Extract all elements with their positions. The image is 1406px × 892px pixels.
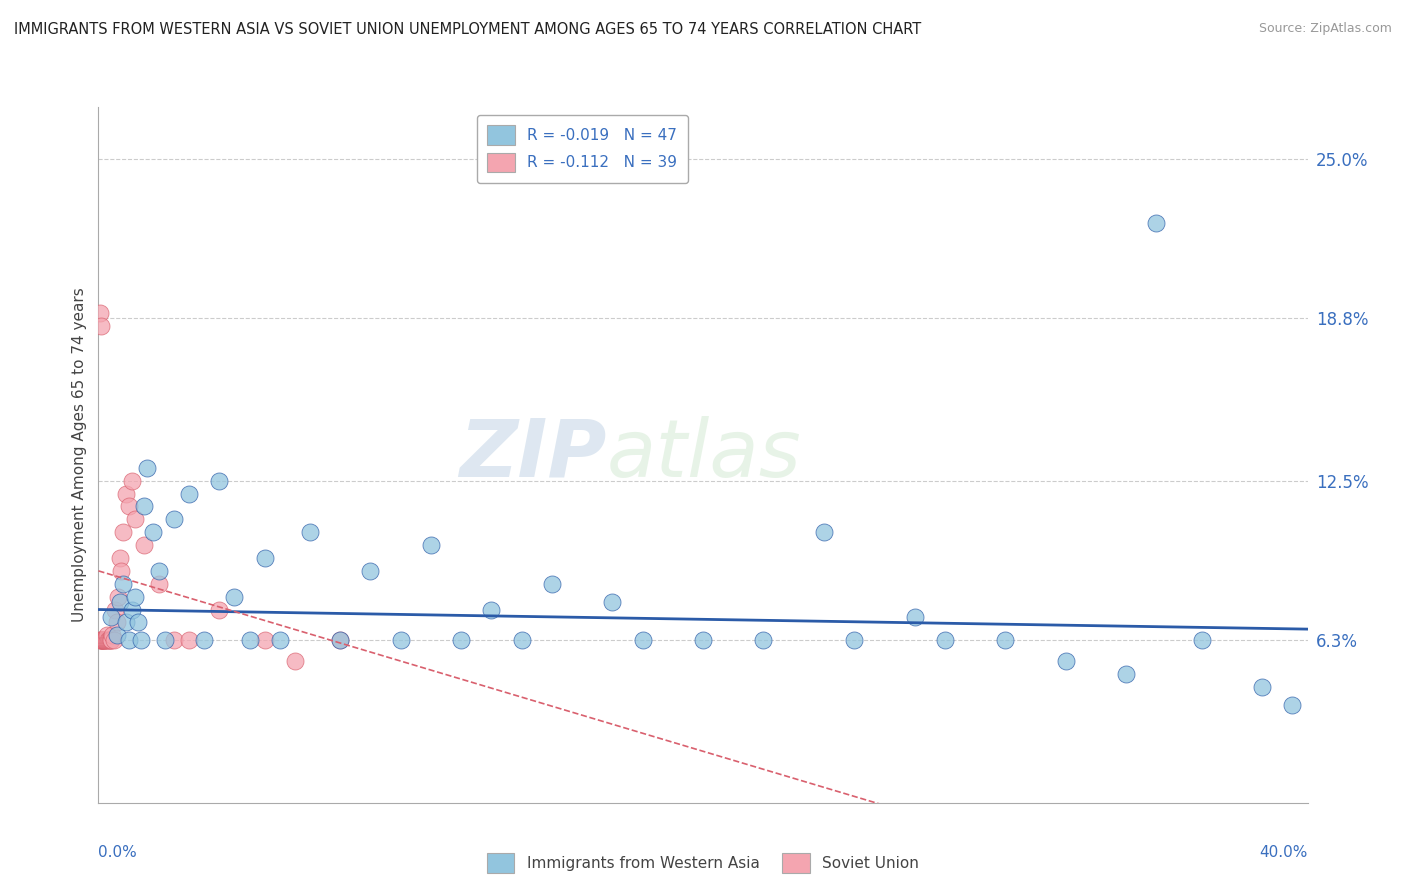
Text: 0.0%: 0.0% (98, 845, 138, 860)
Point (90, 319, 112, 334)
Point (121, 474, 143, 488)
Point (91, 633, 114, 648)
Point (93, 633, 115, 648)
Point (135, 460, 157, 475)
Point (450, 633, 472, 648)
Point (91, 633, 114, 648)
Point (934, 633, 956, 648)
Point (631, 633, 654, 648)
Point (481, 602, 503, 616)
Point (103, 633, 125, 648)
Point (1054, 654, 1077, 668)
Point (100, 610, 122, 624)
Point (107, 590, 129, 604)
Text: Source: ZipAtlas.com: Source: ZipAtlas.com (1258, 22, 1392, 36)
Point (111, 576, 134, 591)
Point (148, 564, 170, 578)
Point (108, 551, 131, 566)
Point (1144, 216, 1167, 230)
Point (90, 633, 112, 648)
Point (110, 564, 132, 578)
Point (148, 576, 170, 591)
Point (163, 512, 186, 526)
Point (114, 486, 136, 500)
Point (98, 633, 121, 648)
Point (1251, 680, 1274, 694)
Point (124, 512, 146, 526)
Point (96, 633, 118, 648)
Legend: Immigrants from Western Asia, Soviet Union: Immigrants from Western Asia, Soviet Uni… (481, 847, 925, 879)
Point (752, 633, 775, 648)
Point (90, 633, 112, 648)
Point (129, 633, 152, 648)
Point (329, 633, 352, 648)
Point (813, 525, 835, 540)
Point (360, 564, 382, 578)
Point (105, 615, 128, 630)
Point (1281, 698, 1303, 712)
Point (93, 633, 115, 648)
Point (1191, 633, 1213, 648)
Point (118, 500, 141, 514)
Point (132, 538, 155, 552)
Point (98, 633, 121, 648)
Text: atlas: atlas (606, 416, 801, 494)
Point (111, 525, 134, 540)
Point (97, 633, 120, 648)
Point (105, 628, 128, 642)
Point (299, 525, 322, 540)
Point (94, 633, 117, 648)
Point (108, 595, 131, 609)
Point (118, 633, 141, 648)
Point (510, 633, 533, 648)
Point (692, 633, 714, 648)
Point (163, 633, 186, 648)
Point (389, 633, 412, 648)
Point (420, 538, 443, 552)
Point (269, 633, 291, 648)
Point (93, 633, 115, 648)
Point (153, 633, 176, 648)
Point (239, 633, 262, 648)
Point (121, 602, 143, 616)
Point (94, 633, 117, 648)
Point (253, 633, 276, 648)
Point (89, 633, 111, 648)
Point (101, 628, 124, 642)
Point (124, 590, 146, 604)
Point (100, 633, 122, 648)
Point (208, 474, 231, 488)
Text: ZIP: ZIP (458, 416, 606, 494)
Text: IMMIGRANTS FROM WESTERN ASIA VS SOVIET UNION UNEMPLOYMENT AMONG AGES 65 TO 74 YE: IMMIGRANTS FROM WESTERN ASIA VS SOVIET U… (14, 22, 921, 37)
Point (100, 633, 122, 648)
Y-axis label: Unemployment Among Ages 65 to 74 years: Unemployment Among Ages 65 to 74 years (72, 287, 87, 623)
Text: 40.0%: 40.0% (1260, 845, 1308, 860)
Point (96, 628, 118, 642)
Point (89, 306, 111, 320)
Point (114, 615, 136, 630)
Point (540, 576, 562, 591)
Point (90, 633, 112, 648)
Point (284, 654, 307, 668)
Point (132, 500, 155, 514)
Point (142, 525, 165, 540)
Point (994, 633, 1017, 648)
Point (844, 633, 866, 648)
Point (904, 610, 927, 624)
Point (329, 633, 352, 648)
Point (179, 633, 201, 648)
Point (602, 595, 624, 609)
Point (91, 633, 114, 648)
Point (208, 602, 231, 616)
Point (193, 633, 215, 648)
Point (127, 615, 149, 630)
Point (104, 602, 127, 616)
Point (179, 486, 201, 500)
Point (253, 551, 276, 566)
Point (224, 590, 246, 604)
Point (1115, 667, 1137, 681)
